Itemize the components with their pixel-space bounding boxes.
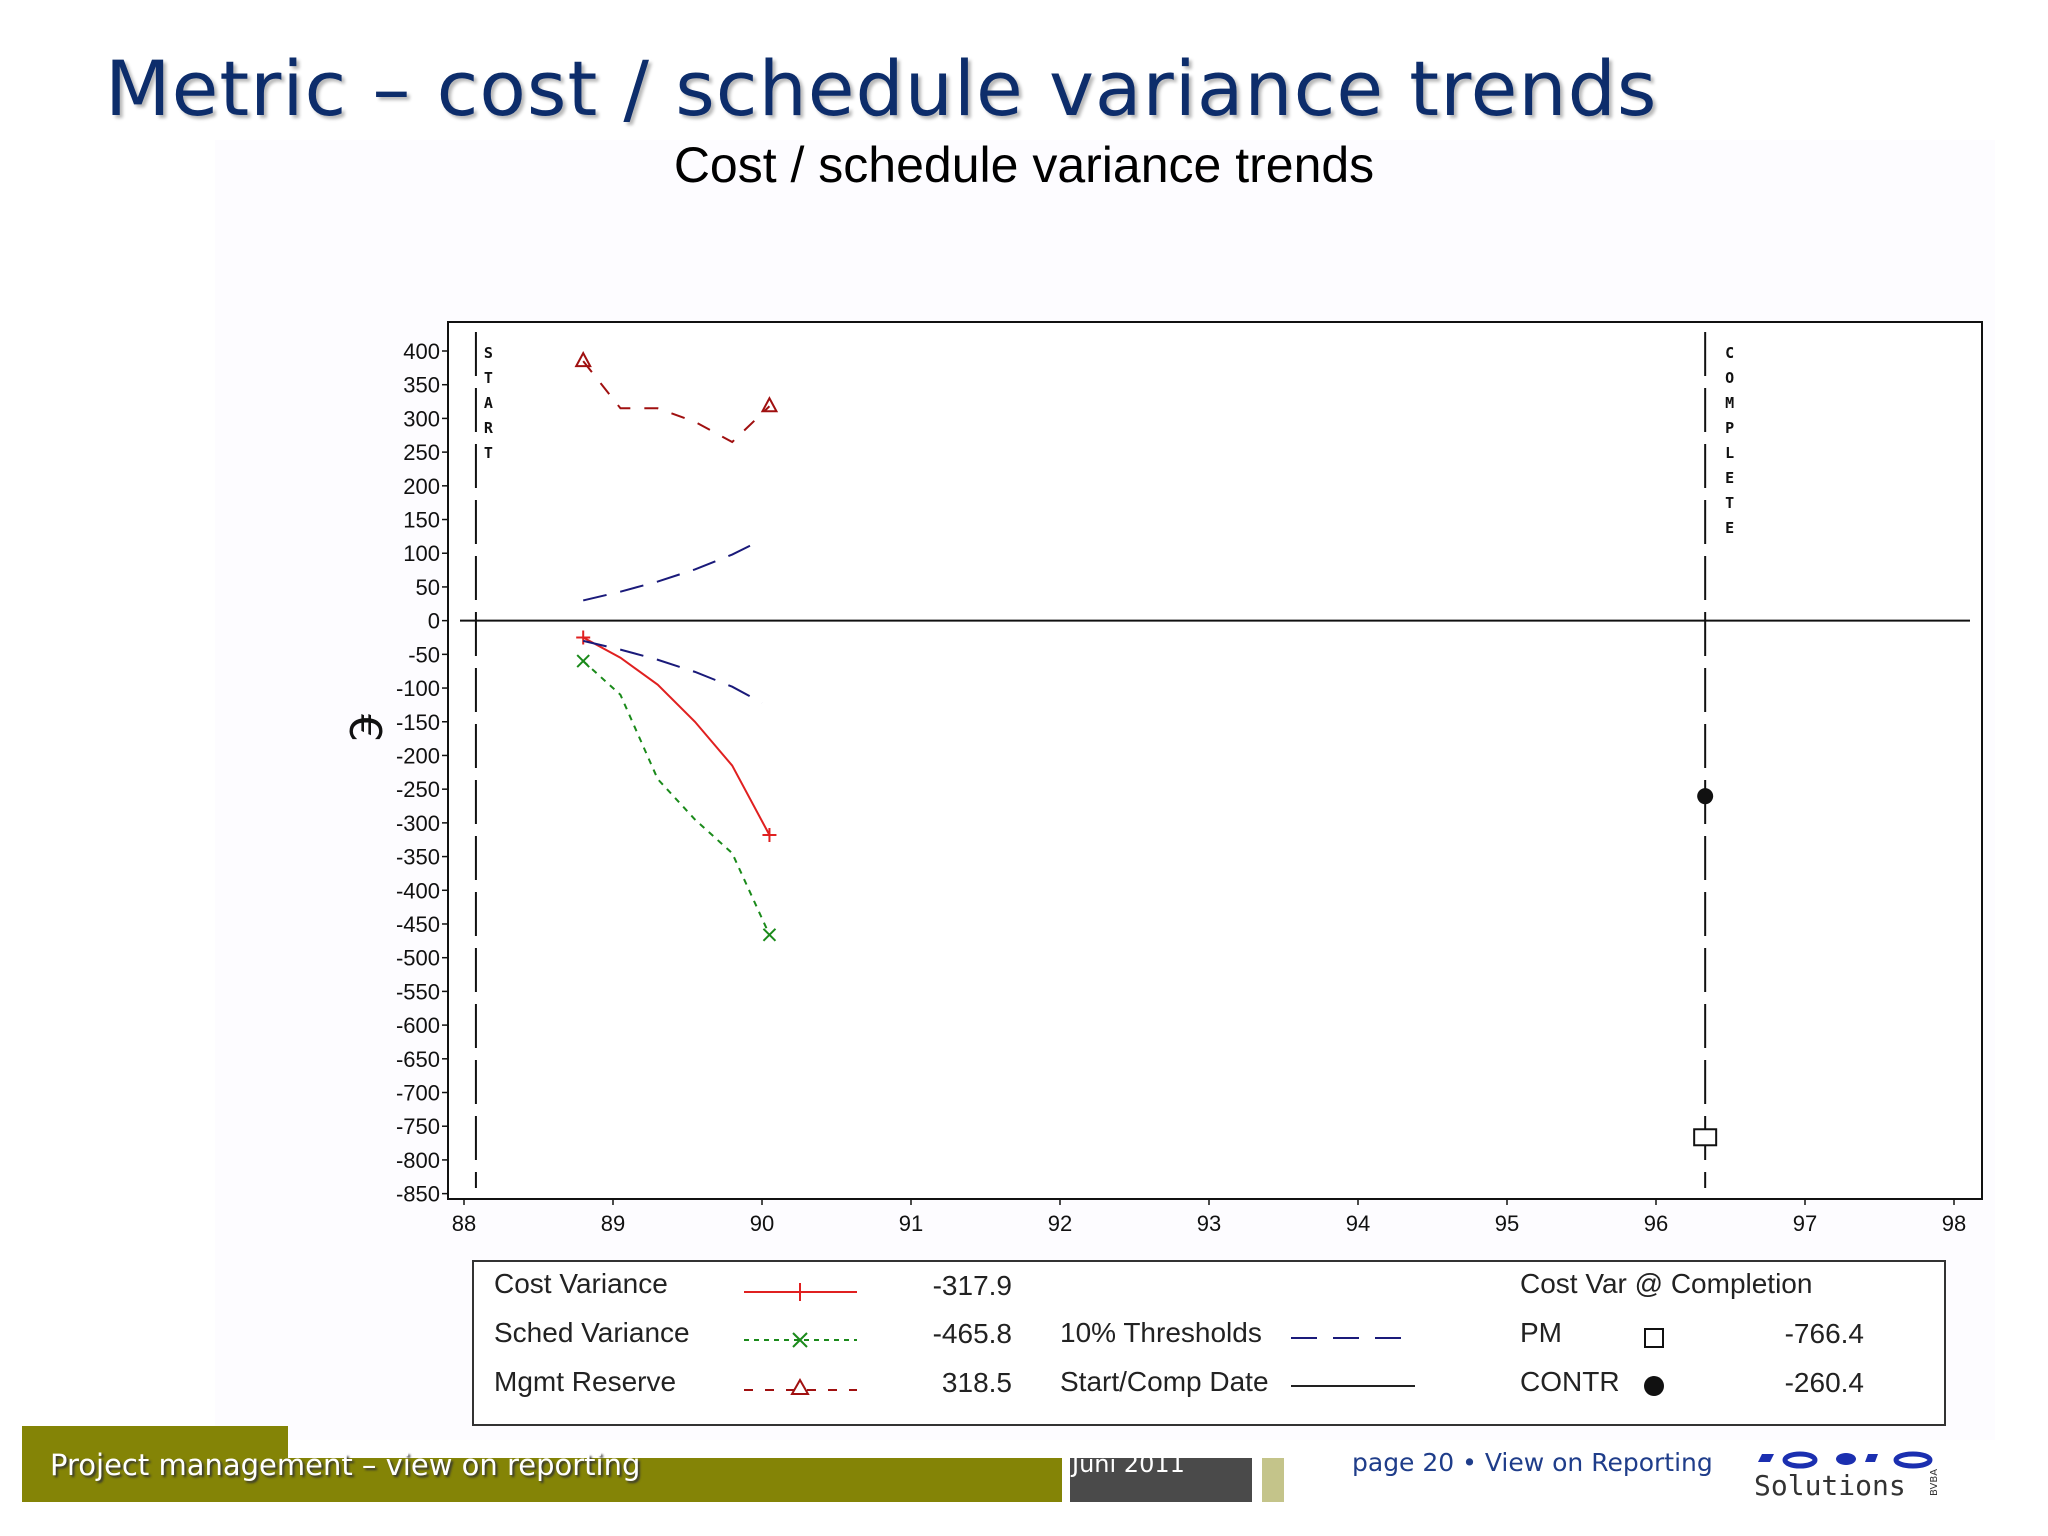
x-tick-label: 88 <box>452 1211 476 1236</box>
y-tick-label: -300 <box>396 811 440 836</box>
series-marker-1 <box>762 928 777 942</box>
legend-contr-value: -260.4 <box>1784 1367 1864 1398</box>
series-marker-2 <box>760 396 779 413</box>
series-line-2 <box>582 360 771 444</box>
legend-thresholds-label: 10% Thresholds <box>1060 1317 1262 1348</box>
complete-label-letter: E <box>1725 519 1734 537</box>
legend-sched-variance-swatch <box>744 1332 857 1348</box>
variance-chart: 400 350 300 250 200 150 100 50 0 -50 -100 -150 -200 -… <box>339 321 1983 1236</box>
y-tick-label: -500 <box>396 946 440 971</box>
chart-legend: Cost Variance -317.9 Sched Variance -465… <box>472 1260 1946 1426</box>
start-label-letter: R <box>484 419 494 437</box>
y-tick-label: 300 <box>403 406 440 431</box>
complete-label-letter: E <box>1725 469 1734 487</box>
y-tick-label: 350 <box>403 373 440 398</box>
legend-mgmt-reserve-value: 318.5 <box>941 1367 1012 1398</box>
y-tick-label: -750 <box>396 1114 440 1139</box>
legend-pm-swatch <box>1644 1328 1664 1348</box>
x-tick-label: 89 <box>601 1211 625 1236</box>
footer-accent <box>1262 1458 1284 1502</box>
y-tick-label: -100 <box>396 676 440 701</box>
complete-label-letter: P <box>1725 419 1734 437</box>
slide-title: Metric – cost / schedule variance trends <box>105 44 1658 133</box>
legend-mgmt-reserve-swatch <box>744 1377 857 1395</box>
y-axis-label: € <box>339 714 390 742</box>
y-tick-label: 200 <box>403 474 440 499</box>
x-tick-label: 97 <box>1793 1211 1817 1236</box>
company-logo: Solutions BVBA <box>1754 1451 1940 1500</box>
chart-title: Cost / schedule variance trends <box>673 137 1375 193</box>
logo-sub-text: BVBA <box>1929 1469 1940 1496</box>
y-tick-label: -200 <box>396 743 440 768</box>
completion-point-contr <box>1697 788 1714 805</box>
series-marker-2 <box>574 351 592 368</box>
complete-label-letter: O <box>1725 369 1734 387</box>
y-tick-label: 150 <box>403 508 440 533</box>
plot-frame <box>447 321 1983 1200</box>
y-tick-label: 100 <box>403 541 440 566</box>
complete-label-letter: T <box>1725 494 1734 512</box>
footer-title: Project management – view on reporting <box>50 1448 641 1482</box>
y-tick-label: -650 <box>396 1047 440 1072</box>
start-label-letter: A <box>484 394 493 412</box>
start-label-letter: T <box>484 369 493 387</box>
legend-start-comp-swatch <box>1291 1385 1415 1387</box>
legend-contr-label: CONTR <box>1520 1366 1620 1397</box>
footer-date: Juni 2011 <box>1072 1450 1185 1478</box>
legend-contr-swatch <box>1644 1376 1664 1396</box>
legend-cost-variance-swatch <box>744 1283 857 1301</box>
legend-mgmt-reserve-label: Mgmt Reserve <box>494 1366 677 1397</box>
x-tick-label: 91 <box>899 1211 923 1236</box>
page-reference: page 20 • View on Reporting <box>1352 1448 1713 1477</box>
y-tick-label: -450 <box>396 912 440 937</box>
legend-sched-variance-label: Sched Variance <box>494 1317 690 1348</box>
legend-start-comp-label: Start/Comp Date <box>1060 1366 1269 1397</box>
legend-thresholds-swatch <box>1291 1337 1415 1339</box>
legend-cost-variance-value: -317.9 <box>932 1270 1012 1301</box>
legend-completion-header: Cost Var @ Completion <box>1520 1268 1813 1299</box>
footer-band <box>22 1458 1062 1502</box>
legend-pm-label: PM <box>1520 1317 1562 1348</box>
logo-text: Solutions <box>1754 1469 1906 1500</box>
x-tick-label: 93 <box>1197 1211 1221 1236</box>
series-line-3 <box>582 538 763 602</box>
start-label-letter: S <box>484 344 493 362</box>
y-tick-label: -150 <box>396 710 440 735</box>
y-tick-label: 0 <box>428 609 440 634</box>
y-tick-label: -50 <box>408 642 440 667</box>
y-tick-label: 50 <box>416 575 440 600</box>
y-tick-label: -850 <box>396 1182 440 1207</box>
complete-label-letter: C <box>1725 344 1734 362</box>
logo-swooshes <box>1758 1451 1933 1469</box>
x-tick-label: 98 <box>1942 1211 1966 1236</box>
y-tick-label: -600 <box>396 1013 440 1038</box>
y-tick-label: -250 <box>396 777 440 802</box>
y-tick-label: 250 <box>403 440 440 465</box>
x-tick-label: 90 <box>750 1211 774 1236</box>
y-tick-label: 400 <box>403 339 440 364</box>
start-label-letter: T <box>484 444 493 462</box>
y-tick-label: -800 <box>396 1148 440 1173</box>
y-tick-label: -400 <box>396 878 440 903</box>
footer-tab <box>22 1426 288 1460</box>
x-tick-label: 92 <box>1048 1211 1072 1236</box>
x-tick-label: 96 <box>1644 1211 1668 1236</box>
y-tick-label: -550 <box>396 979 440 1004</box>
legend-pm-value: -766.4 <box>1784 1318 1864 1349</box>
completion-point-pm <box>1693 1128 1718 1147</box>
x-tick-label: 95 <box>1495 1211 1519 1236</box>
complete-label-letter: L <box>1725 444 1734 462</box>
complete-label-letter: M <box>1725 394 1734 412</box>
series-line-4 <box>582 639 763 704</box>
x-tick-label: 94 <box>1346 1211 1370 1236</box>
series-marker-1 <box>576 654 590 668</box>
series-line-1 <box>582 660 771 936</box>
legend-sched-variance-value: -465.8 <box>932 1318 1012 1349</box>
y-tick-label: -700 <box>396 1081 440 1106</box>
series-line-0 <box>582 636 771 836</box>
legend-cost-variance-label: Cost Variance <box>494 1268 668 1299</box>
date-box <box>1070 1458 1252 1502</box>
y-tick-label: -350 <box>396 845 440 870</box>
